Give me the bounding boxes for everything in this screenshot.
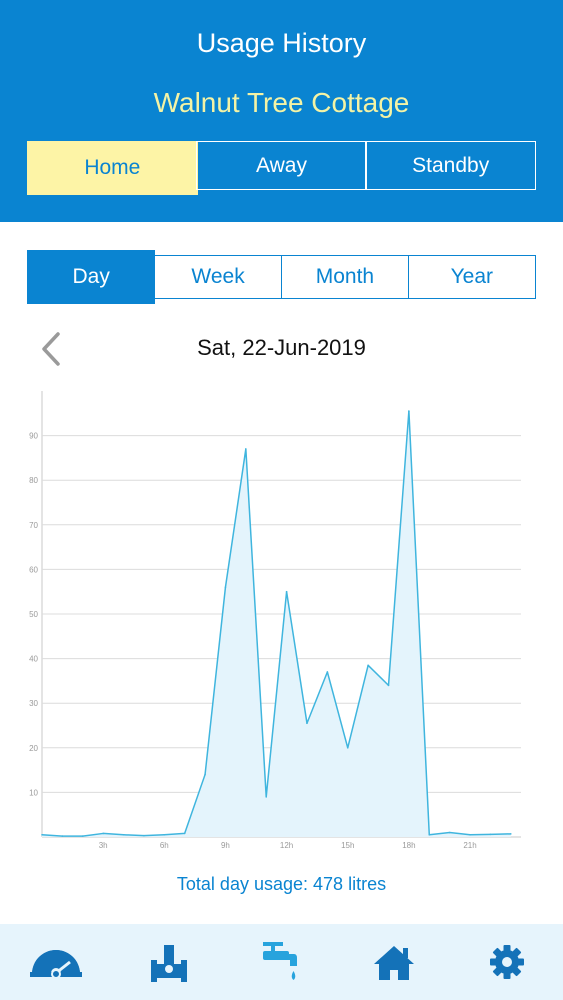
data-point bbox=[41, 833, 43, 836]
data-point bbox=[387, 684, 390, 687]
tab-gauge[interactable] bbox=[26, 932, 86, 992]
mode-tab-away[interactable]: Away bbox=[196, 141, 367, 190]
tab-valve[interactable] bbox=[139, 932, 199, 992]
gear-icon bbox=[489, 945, 524, 979]
usage-line bbox=[41, 410, 511, 837]
data-point bbox=[245, 448, 247, 450]
page-title: Usage History bbox=[196, 28, 367, 58]
y-tick-label: 30 bbox=[29, 699, 38, 708]
data-point bbox=[61, 835, 64, 837]
total-usage-label: Total day usage: bbox=[176, 874, 308, 894]
x-tick-label: 21h bbox=[463, 841, 476, 850]
header: Usage History Walnut Tree Cottage Home A… bbox=[0, 0, 563, 222]
tab-usage[interactable] bbox=[251, 932, 311, 992]
data-point bbox=[408, 410, 410, 412]
y-tick-label: 10 bbox=[29, 788, 38, 797]
tab-bar bbox=[0, 924, 563, 1000]
data-point bbox=[122, 833, 125, 836]
data-point bbox=[143, 834, 145, 837]
x-tick-label: 9h bbox=[221, 841, 230, 850]
gauge-icon bbox=[30, 950, 83, 979]
data-point bbox=[204, 773, 206, 776]
y-tick-label: 60 bbox=[29, 565, 38, 574]
date-label: Sat, 22-Jun-2019 bbox=[197, 335, 366, 360]
total-usage-value: 478 bbox=[313, 874, 344, 894]
y-tick-label: 80 bbox=[29, 476, 38, 485]
range-tab-day[interactable]: Day bbox=[27, 250, 156, 304]
chevron-left-icon bbox=[42, 332, 60, 366]
data-point bbox=[81, 835, 84, 837]
data-point bbox=[489, 833, 492, 836]
data-point bbox=[367, 664, 369, 667]
x-tick-label: 12h bbox=[280, 841, 293, 850]
range-tab-year[interactable]: Year bbox=[407, 255, 536, 299]
range-selector: Day Week Month Year bbox=[27, 250, 536, 304]
data-point bbox=[102, 832, 104, 835]
data-point bbox=[326, 671, 329, 673]
tap-icon bbox=[263, 942, 298, 980]
data-point bbox=[510, 833, 512, 835]
data-point bbox=[285, 590, 288, 593]
total-usage-unit: litres bbox=[348, 874, 387, 894]
data-point bbox=[306, 722, 308, 725]
data-point bbox=[346, 747, 349, 749]
mode-tab-home[interactable]: Home bbox=[27, 141, 198, 195]
total-usage: Total day usage: 478 litres bbox=[0, 874, 563, 895]
property-name: Walnut Tree Cottage bbox=[153, 87, 410, 118]
usage-area bbox=[42, 411, 511, 837]
data-point bbox=[224, 586, 227, 589]
usage-chart: 10 20 30 40 50 60 70 80 90 3h 6h 9h 12h 15h 18h 21h bbox=[0, 385, 563, 855]
data-point bbox=[428, 833, 431, 836]
range-tab-month[interactable]: Month bbox=[280, 255, 410, 299]
mode-tab-standby[interactable]: Standby bbox=[365, 141, 537, 190]
x-tick-label: 3h bbox=[99, 841, 108, 850]
x-tick-label: 6h bbox=[160, 841, 169, 850]
range-tab-week[interactable]: Week bbox=[153, 255, 283, 299]
y-tick-label: 40 bbox=[29, 655, 38, 664]
y-tick-label: 90 bbox=[29, 432, 38, 441]
data-point bbox=[469, 833, 471, 836]
data-point bbox=[265, 796, 268, 798]
usage-chart-svg: 10 20 30 40 50 60 70 80 90 3h 6h 9h 12h 15h 18h 21h bbox=[29, 391, 521, 850]
data-point bbox=[448, 831, 451, 834]
home-icon bbox=[374, 946, 415, 980]
y-tick-label: 20 bbox=[29, 744, 38, 753]
y-tick-label: 50 bbox=[29, 610, 38, 619]
mode-selector: Home Away Standby bbox=[27, 141, 537, 195]
tab-settings[interactable] bbox=[477, 932, 537, 992]
data-point bbox=[163, 833, 166, 836]
valve-icon bbox=[150, 945, 187, 982]
x-tick-label: 18h bbox=[402, 841, 415, 850]
y-tick-label: 70 bbox=[29, 521, 38, 530]
tab-home[interactable] bbox=[364, 932, 424, 992]
x-tick-label: 15h bbox=[341, 841, 354, 850]
previous-day-button[interactable] bbox=[34, 330, 70, 368]
data-point bbox=[183, 832, 186, 835]
